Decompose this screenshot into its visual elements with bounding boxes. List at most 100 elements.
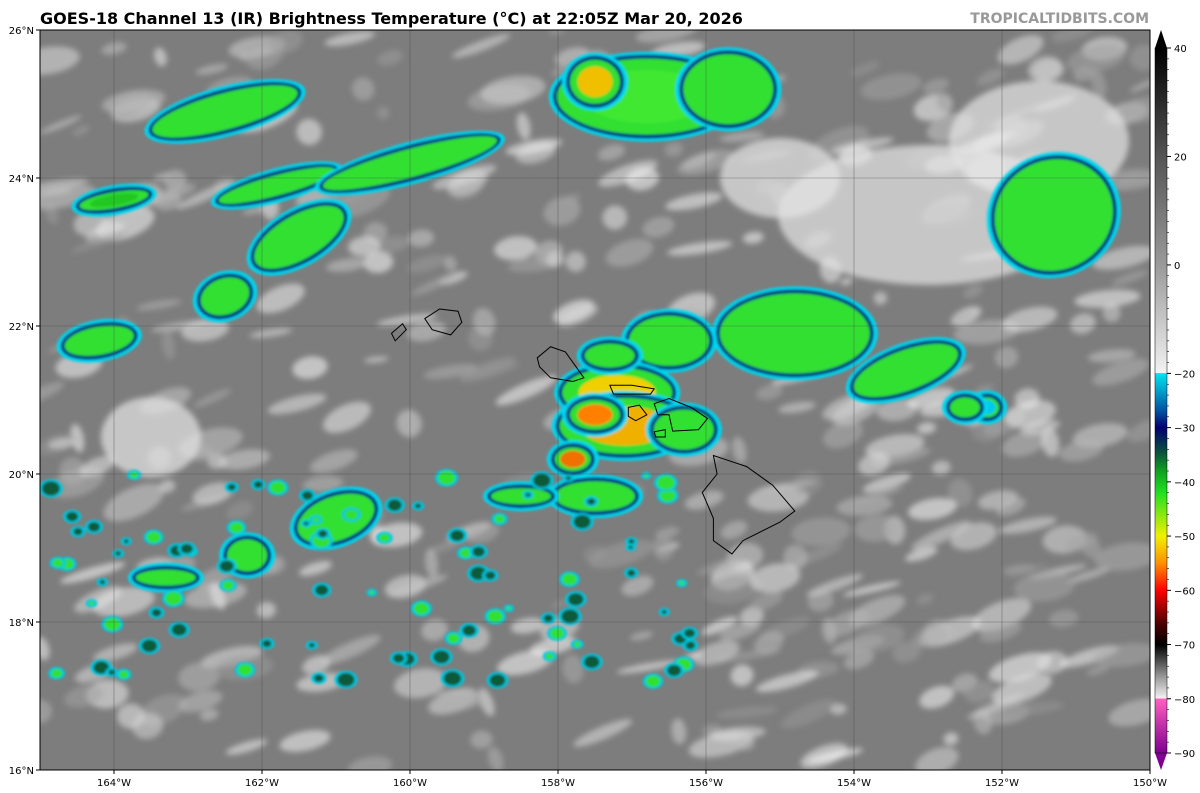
gridlines: [40, 30, 1150, 770]
cloud-patch: [1092, 358, 1150, 386]
cloud-patch: [1007, 563, 1048, 577]
cloud-patch: [426, 540, 460, 555]
cloud-patch: [451, 33, 511, 58]
cloud-patch: [998, 516, 1057, 534]
cloud-patch: [991, 673, 1052, 705]
cloud-cell: [414, 503, 422, 509]
cloud-patch: [988, 652, 1052, 683]
cloud-patch: [1094, 542, 1150, 571]
cloud-cell: [392, 653, 405, 663]
cloud-patch: [1111, 269, 1149, 286]
cloud-patch: [905, 546, 938, 562]
cloud-patch: [348, 236, 381, 257]
cloud-patch: [736, 734, 756, 751]
cloud-patch: [70, 423, 85, 453]
cloud-core: [629, 315, 709, 366]
cloud-patch: [704, 574, 763, 604]
island-molokai: [609, 384, 656, 395]
cloud-patch: [79, 455, 115, 477]
cloud-patch: [154, 47, 167, 67]
cloud-patch: [40, 184, 96, 210]
cloud-patch: [625, 167, 660, 191]
cloud-core: [200, 277, 250, 316]
cloud-patch: [966, 693, 1024, 720]
cloud-patch: [226, 501, 254, 520]
cloud-patch: [995, 497, 1026, 517]
cloud-patch: [780, 699, 837, 729]
cloud-patch: [1041, 427, 1060, 457]
cloud-core: [491, 488, 551, 505]
cloud-cell: [66, 511, 79, 522]
cloud-patch: [1002, 430, 1048, 457]
cloud-cell: [565, 476, 572, 481]
cloud-patch: [616, 660, 680, 674]
cloud-patch: [225, 739, 268, 755]
cloud-patch: [917, 422, 937, 435]
cloud-patch: [480, 75, 546, 105]
cloud-cell: [312, 517, 320, 523]
cloud-patch: [279, 729, 331, 752]
cloud-core: [135, 569, 196, 586]
cloud-cell: [438, 470, 456, 485]
cloud-patch: [466, 523, 500, 544]
cloud-patch: [1108, 698, 1150, 727]
cloud-patch: [376, 235, 409, 254]
cloud-patch: [755, 670, 819, 692]
cloud-cell: [104, 617, 121, 631]
cloud-patch: [40, 46, 80, 76]
cloud-cell: [679, 580, 685, 586]
cloud-core: [950, 397, 980, 418]
cloud-patch: [302, 475, 344, 493]
cloud-patch: [778, 401, 816, 414]
cloud-cell: [308, 642, 315, 648]
cloud-cell: [171, 623, 187, 636]
cloud-cell: [165, 591, 182, 606]
cloud-patch: [836, 495, 893, 516]
cloud-patch: [742, 231, 764, 244]
cloud-patch: [1129, 44, 1150, 71]
cloud-cell: [93, 661, 110, 674]
cloud-patch: [516, 112, 531, 140]
cloud-patch: [176, 181, 235, 210]
lon-tick-label: 160°W: [393, 778, 427, 789]
cloud-patch: [621, 575, 654, 597]
cloud-cell: [222, 580, 234, 590]
colorbar-tick-label: −80: [1174, 695, 1195, 706]
cloud-patch: [719, 131, 765, 143]
lon-tick-label: 152°W: [985, 778, 1019, 789]
cloud-cell: [344, 509, 358, 520]
cloud-cell: [533, 473, 551, 488]
cloud-patch: [807, 748, 864, 763]
cloud-cell: [657, 475, 675, 490]
cloud-patch: [951, 311, 973, 322]
cloud-patch: [854, 623, 905, 652]
cloud-patch: [598, 160, 658, 187]
colorbar-tick-label: −30: [1174, 424, 1195, 435]
colorbar-tick-label: −70: [1174, 641, 1195, 652]
cloud-patch: [326, 257, 369, 272]
cloud-cell: [52, 558, 63, 568]
cloud-patch: [963, 680, 994, 703]
cloud-patch: [858, 452, 890, 476]
cloud-patch: [732, 436, 747, 464]
lat-tick-label: 16°N: [9, 766, 34, 777]
cloud-patch: [1001, 701, 1065, 717]
cloud-cell: [628, 545, 634, 550]
cloud-patch: [411, 274, 456, 296]
cloud-patch: [806, 574, 864, 597]
cloud-cell: [573, 514, 591, 529]
cloud-patch: [193, 388, 232, 408]
cloud-patch: [936, 90, 954, 113]
cloud-patch: [715, 706, 779, 719]
cloud-cell: [667, 664, 682, 677]
cloud-patch: [747, 484, 809, 512]
cloud-cell: [130, 471, 139, 479]
cloud-patch: [605, 238, 654, 267]
cloud-patch: [376, 313, 438, 326]
cloud-patch: [296, 118, 322, 146]
cloud-patch: [70, 231, 127, 253]
cloud-cell: [494, 514, 505, 524]
cloud-cell: [379, 533, 390, 543]
cloud-patch: [347, 756, 393, 770]
cloud-patch: [322, 401, 371, 433]
